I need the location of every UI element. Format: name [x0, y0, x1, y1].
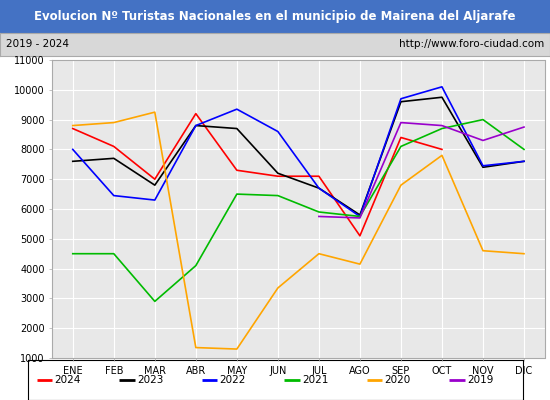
Text: 2019: 2019 — [467, 375, 493, 385]
Text: 2019 - 2024: 2019 - 2024 — [6, 39, 69, 49]
Text: 2023: 2023 — [138, 375, 163, 385]
Text: 2020: 2020 — [384, 375, 411, 385]
Text: 2022: 2022 — [220, 375, 246, 385]
Text: 2024: 2024 — [55, 375, 81, 385]
Text: Evolucion Nº Turistas Nacionales en el municipio de Mairena del Aljarafe: Evolucion Nº Turistas Nacionales en el m… — [34, 10, 516, 23]
Text: http://www.foro-ciudad.com: http://www.foro-ciudad.com — [399, 39, 544, 49]
Text: 2021: 2021 — [302, 375, 328, 385]
